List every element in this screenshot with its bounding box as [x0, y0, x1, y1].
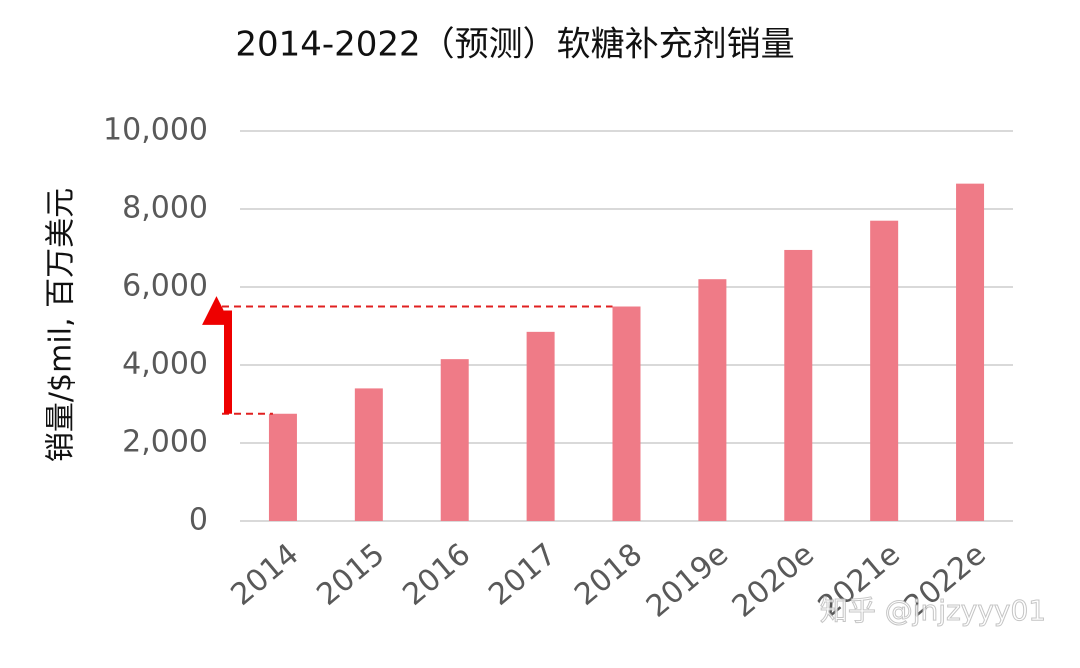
y-tick-label: 0	[189, 503, 208, 538]
y-axis-label: 销量/$mil, 百万美元	[44, 188, 79, 462]
y-tick-label: 8,000	[122, 191, 208, 226]
bar	[354, 388, 383, 521]
bar	[698, 279, 727, 521]
bar	[440, 359, 469, 521]
bar	[268, 413, 297, 521]
bar	[870, 220, 899, 521]
bar	[612, 306, 641, 521]
x-tick-label: 2015	[310, 537, 391, 613]
x-tick-label: 2019e	[640, 537, 735, 625]
x-tick-label: 2017	[482, 537, 563, 613]
bar	[526, 331, 555, 521]
y-tick-label: 6,000	[122, 269, 208, 304]
bar	[784, 249, 813, 521]
chart-title: 2014-2022（预测）软糖补充剂销量	[235, 25, 794, 65]
y-tick-label: 4,000	[122, 347, 208, 382]
x-tick-label: 2016	[396, 537, 477, 613]
bar	[956, 183, 985, 521]
watermark: 知乎 @jnjzyyy01	[820, 594, 1046, 627]
y-tick-label: 2,000	[122, 425, 208, 460]
x-tick-label: 2020e	[726, 537, 821, 625]
y-tick-label: 10,000	[103, 113, 208, 148]
x-tick-label: 2018	[568, 537, 649, 613]
x-tick-label: 2014	[225, 537, 306, 613]
